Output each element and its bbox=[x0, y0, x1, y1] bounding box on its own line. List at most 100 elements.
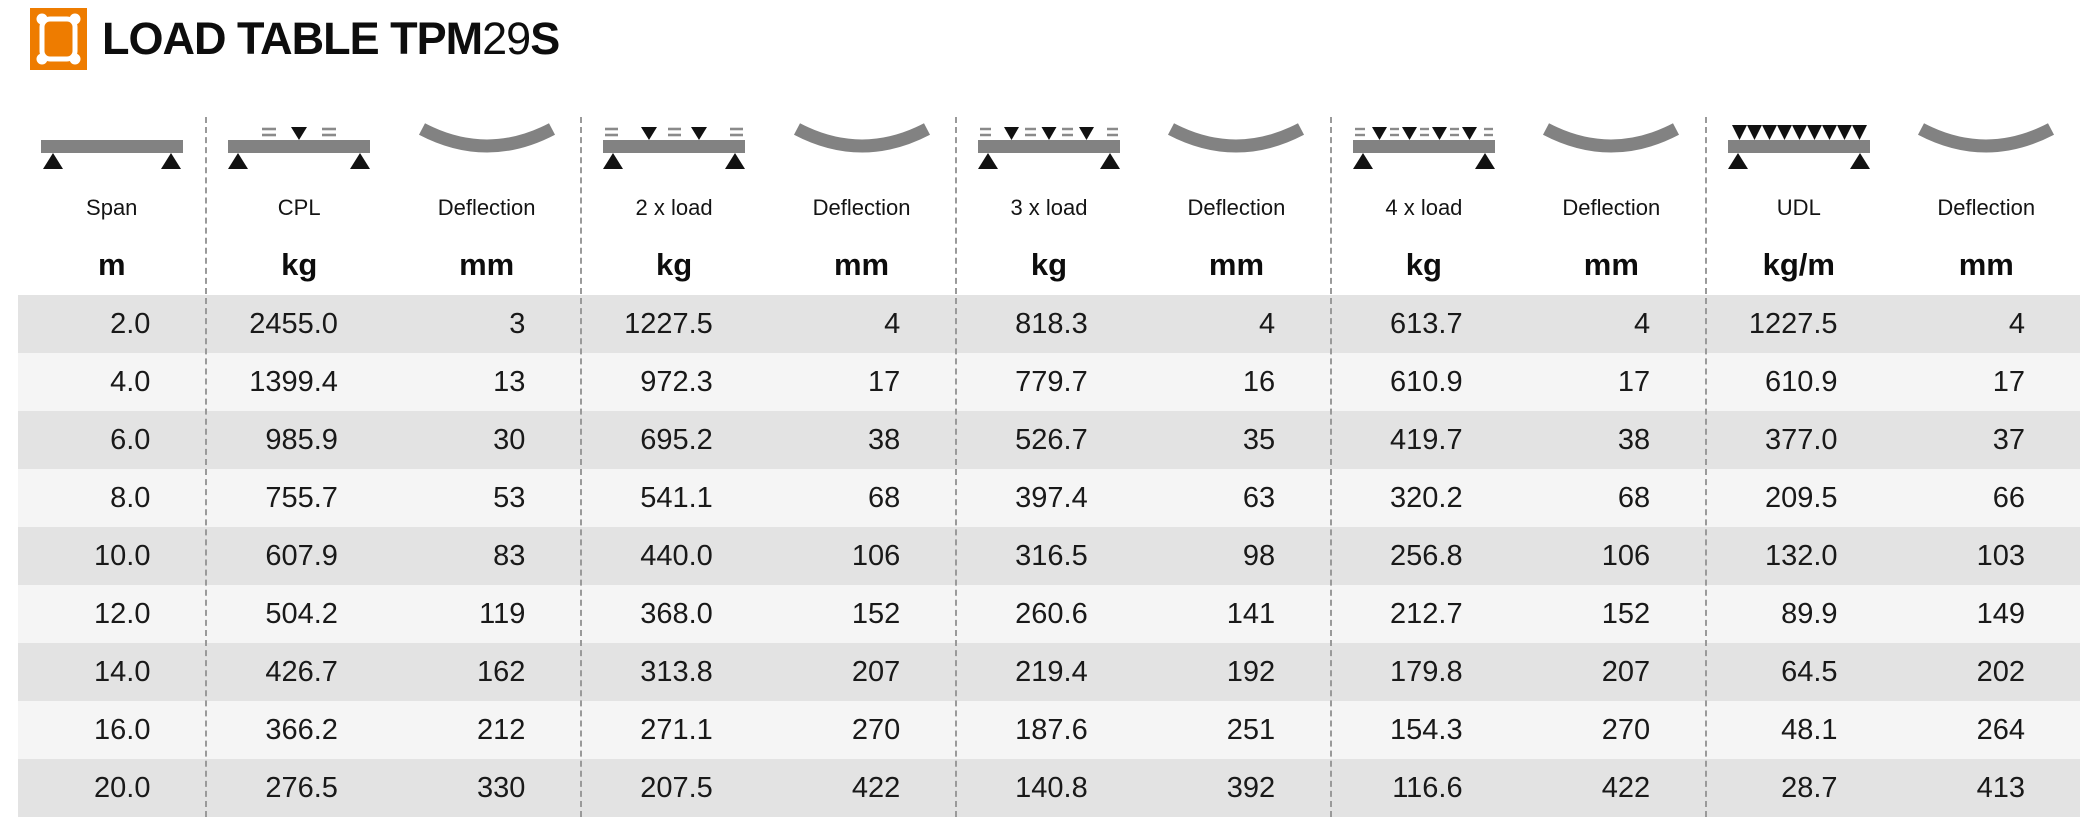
deflection-curve-icon bbox=[1161, 115, 1311, 175]
title-number: 29 bbox=[482, 13, 531, 64]
load-table: Span m CPL kg Deflection mm 2 x load kg … bbox=[18, 115, 2080, 817]
cell-deflection2: 68 bbox=[868, 482, 901, 514]
cell-deflection1: 13 bbox=[493, 366, 526, 398]
cell-cpl: 607.9 bbox=[265, 540, 338, 572]
cell-cpl: 276.5 bbox=[265, 772, 338, 804]
cell-load2: 1227.5 bbox=[624, 308, 713, 340]
column-header-cpl: CPL kg bbox=[205, 115, 392, 295]
cell-deflection3: 4 bbox=[1259, 308, 1276, 340]
column-header-3x-load: 3 x load kg bbox=[955, 115, 1142, 295]
cell-deflection5: 37 bbox=[1992, 424, 2025, 456]
cell-span: 16.0 bbox=[94, 714, 151, 746]
cell-deflection4: 106 bbox=[1601, 540, 1651, 572]
cell-load4: 610.9 bbox=[1390, 366, 1463, 398]
cell-load2: 972.3 bbox=[640, 366, 713, 398]
page-title: LOAD TABLE TPM29S bbox=[102, 13, 560, 65]
column-label: 3 x load bbox=[1010, 195, 1088, 220]
cell-load3: 397.4 bbox=[1015, 482, 1088, 514]
cell-load4: 154.3 bbox=[1390, 714, 1463, 746]
cell-deflection3: 192 bbox=[1226, 656, 1276, 688]
cell-cpl: 366.2 bbox=[265, 714, 338, 746]
cell-udl: 1227.5 bbox=[1748, 308, 1838, 340]
cell-load4: 256.8 bbox=[1390, 540, 1463, 572]
brand-logo-icon bbox=[30, 8, 87, 70]
column-label: 4 x load bbox=[1385, 195, 1463, 220]
column-label: CPL bbox=[277, 195, 321, 220]
beam-4-loads-diagram-icon bbox=[1349, 115, 1499, 175]
cell-cpl: 426.7 bbox=[265, 656, 338, 688]
cell-load3: 187.6 bbox=[1015, 714, 1088, 746]
cell-load4: 212.7 bbox=[1390, 598, 1463, 630]
cell-span: 2.0 bbox=[110, 308, 151, 340]
column-label: Deflection bbox=[1937, 195, 2036, 220]
cell-load2: 271.1 bbox=[640, 714, 713, 746]
table-row: 8.0 755.7 53 541.1 68 397.4 63 320.2 68 209.5 66 bbox=[18, 469, 2080, 527]
cell-load2: 695.2 bbox=[640, 424, 713, 456]
cell-cpl: 2455.0 bbox=[249, 308, 338, 340]
cell-udl: 28.7 bbox=[1781, 772, 1838, 804]
cell-deflection4: 152 bbox=[1601, 598, 1651, 630]
cell-cpl: 1399.4 bbox=[249, 366, 338, 398]
cell-deflection2: 422 bbox=[851, 772, 901, 804]
cell-udl: 64.5 bbox=[1781, 656, 1838, 688]
cell-span: 20.0 bbox=[94, 772, 151, 804]
cell-deflection2: 38 bbox=[868, 424, 901, 456]
table-row: 4.0 1399.4 13 972.3 17 779.7 16 610.9 17 610.9 17 bbox=[18, 353, 2080, 411]
column-label: Deflection bbox=[437, 195, 536, 220]
cell-cpl: 755.7 bbox=[265, 482, 338, 514]
cell-load2: 440.0 bbox=[640, 540, 713, 572]
cell-deflection1: 162 bbox=[476, 656, 526, 688]
cell-udl: 209.5 bbox=[1764, 482, 1838, 514]
cell-load3: 526.7 bbox=[1015, 424, 1088, 456]
cell-load3: 779.7 bbox=[1015, 366, 1088, 398]
page-header: LOAD TABLE TPM29S bbox=[30, 8, 560, 70]
cell-deflection5: 66 bbox=[1992, 482, 2025, 514]
column-label: Span bbox=[86, 195, 138, 220]
beam-3-loads-diagram-icon bbox=[974, 115, 1124, 175]
deflection-curve-icon bbox=[787, 115, 937, 175]
cell-span: 12.0 bbox=[94, 598, 151, 630]
cell-deflection4: 207 bbox=[1601, 656, 1651, 688]
cell-deflection4: 422 bbox=[1601, 772, 1651, 804]
cell-deflection5: 264 bbox=[1976, 714, 2025, 746]
cell-load2: 207.5 bbox=[640, 772, 713, 804]
deflection-curve-icon bbox=[1536, 115, 1686, 175]
cell-deflection3: 251 bbox=[1226, 714, 1276, 746]
cell-load4: 116.6 bbox=[1392, 772, 1463, 804]
cell-load3: 818.3 bbox=[1015, 308, 1088, 340]
cell-span: 10.0 bbox=[94, 540, 151, 572]
column-unit: kg bbox=[655, 247, 693, 282]
cell-deflection1: 83 bbox=[493, 540, 526, 572]
cell-load2: 541.1 bbox=[640, 482, 713, 514]
deflection-curve-icon bbox=[412, 115, 562, 175]
cell-load3: 140.8 bbox=[1015, 772, 1088, 804]
deflection-curve-icon bbox=[1911, 115, 2061, 175]
cell-udl: 377.0 bbox=[1764, 424, 1838, 456]
title-prefix: LOAD TABLE TPM bbox=[102, 13, 483, 64]
table-row: 12.0 504.2 119 368.0 152 260.6 141 212.7 152 89.9… bbox=[18, 585, 2080, 643]
column-unit: kg/m bbox=[1762, 247, 1835, 282]
column-header-udl: UDL kg/m bbox=[1705, 115, 1892, 295]
cell-span: 6.0 bbox=[110, 424, 151, 456]
cell-deflection1: 30 bbox=[493, 424, 526, 456]
cell-deflection2: 207 bbox=[851, 656, 901, 688]
beam-point-load-diagram-icon bbox=[224, 115, 374, 175]
cell-load4: 419.7 bbox=[1390, 424, 1463, 456]
cell-load3: 260.6 bbox=[1015, 598, 1088, 630]
title-suffix: S bbox=[530, 13, 560, 64]
cell-deflection1: 3 bbox=[509, 308, 526, 340]
table-row: 14.0 426.7 162 313.8 207 219.4 192 179.8 207 64.5… bbox=[18, 643, 2080, 701]
cell-load2: 368.0 bbox=[640, 598, 713, 630]
cell-deflection5: 103 bbox=[1976, 540, 2025, 572]
table-row: 2.0 2455.0 3 1227.5 4 818.3 4 613.7 4 1227.5 4 bbox=[18, 295, 2080, 353]
beam-udl-diagram-icon bbox=[1724, 115, 1874, 175]
cell-load4: 320.2 bbox=[1390, 482, 1463, 514]
column-label: Deflection bbox=[812, 195, 911, 220]
column-unit: mm bbox=[833, 247, 890, 282]
column-unit: mm bbox=[1583, 247, 1639, 282]
cell-span: 14.0 bbox=[94, 656, 151, 688]
cell-load3: 219.4 bbox=[1015, 656, 1088, 688]
cell-udl: 48.1 bbox=[1781, 714, 1838, 746]
cell-deflection5: 149 bbox=[1976, 598, 2025, 630]
cell-deflection2: 152 bbox=[851, 598, 901, 630]
